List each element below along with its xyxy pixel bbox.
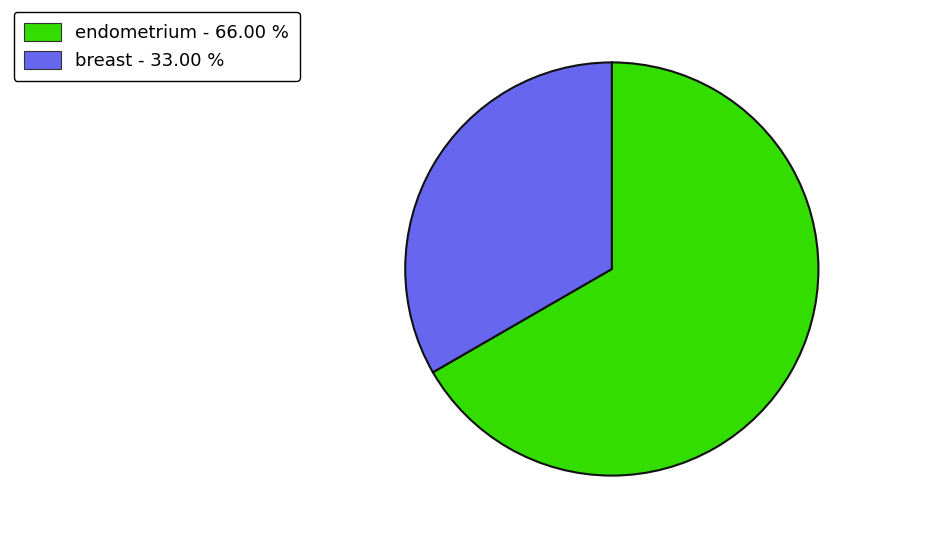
Wedge shape [405, 62, 612, 372]
Wedge shape [433, 62, 819, 476]
Legend: endometrium - 66.00 %, breast - 33.00 %: endometrium - 66.00 %, breast - 33.00 % [14, 12, 299, 81]
